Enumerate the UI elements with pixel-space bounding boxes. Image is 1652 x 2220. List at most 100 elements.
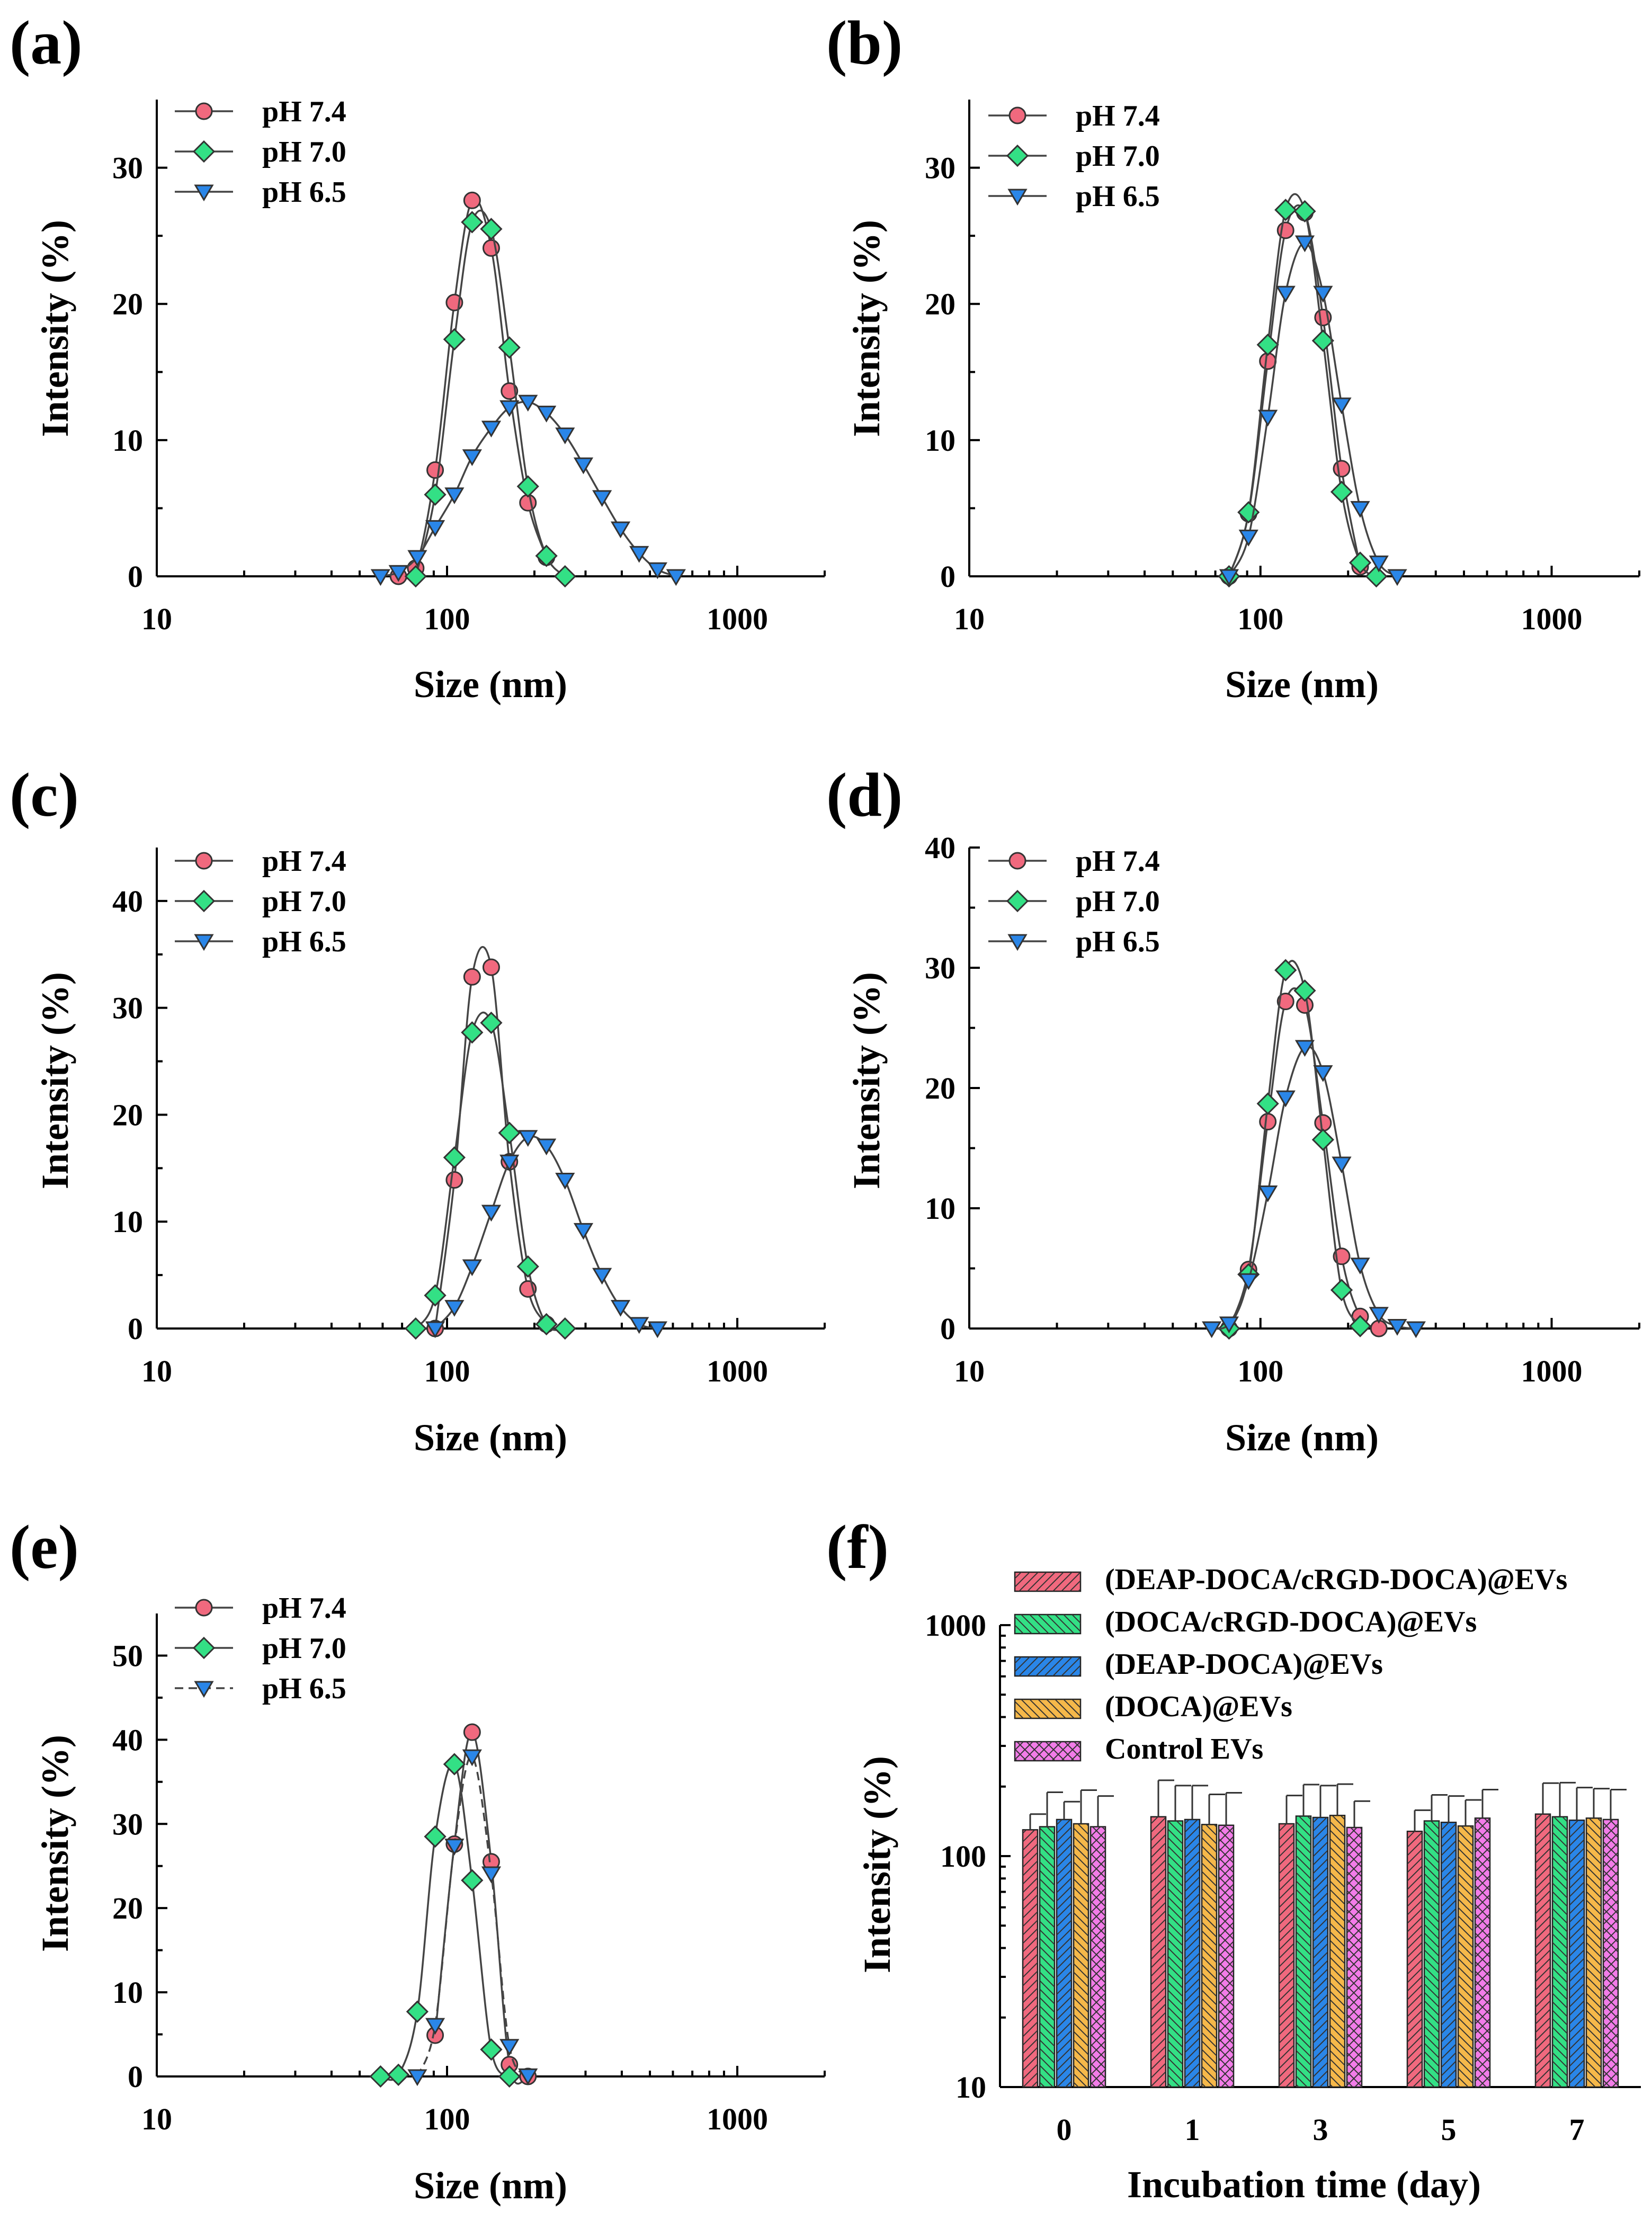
legend-item: pH 7.0	[988, 140, 1160, 173]
data-point	[388, 565, 408, 582]
legend-label: pH 6.5	[262, 925, 346, 958]
data-point	[647, 562, 668, 579]
data-point	[1238, 529, 1258, 547]
legend-item: pH 6.5	[175, 176, 346, 209]
bar-hatch	[1603, 1819, 1618, 2087]
data-point	[426, 461, 444, 479]
data-point	[498, 336, 521, 359]
series-ph-7-0	[1218, 193, 1388, 588]
y-tick-label: 30	[112, 151, 143, 185]
bar-hatch	[1347, 1827, 1362, 2087]
data-point	[463, 968, 481, 986]
panel-label: (c)	[10, 760, 79, 830]
x-tick-label: 100	[1237, 1354, 1283, 1388]
plot-area: 10 100 1000 0 10 20 30 40 pH 7.4 pH 7.0 pH 6.5	[925, 831, 1640, 1388]
data-point	[1259, 1113, 1277, 1131]
bar-hatch	[1535, 1814, 1550, 2087]
legend-label: (DOCA)@EVs	[1105, 1690, 1292, 1723]
y-axis-title: Intensity (%)	[845, 972, 888, 1189]
series-ph-7-0	[404, 209, 576, 588]
data-point	[481, 421, 502, 438]
legend-item: pH 7.4	[988, 100, 1160, 132]
bar-hatch	[1441, 1822, 1456, 2087]
bar-control-evs	[1090, 1795, 1114, 2088]
bar-deap-doca-evs	[1312, 1785, 1336, 2088]
bar-control-evs	[1346, 1800, 1370, 2088]
y-tick-label: 0	[940, 559, 956, 594]
data-point	[498, 1121, 521, 1144]
legend-item: pH 7.0	[175, 1632, 346, 1665]
x-tick-label: 10	[954, 1354, 985, 1388]
data-point	[443, 1753, 466, 1776]
legend-label: Control EVs	[1105, 1733, 1263, 1766]
y-axis-title: Intensity (%)	[34, 220, 76, 437]
x-axis-title: Size (nm)	[414, 663, 567, 706]
panel-f: (f) 10 100 1000 0 1 3 5 7 (DEAP-DOCA/cRGD-DOCA)@…	[826, 1512, 1641, 2206]
y-axis-title: Intensity (%)	[845, 220, 888, 437]
data-point	[1274, 959, 1297, 982]
data-point	[445, 1171, 463, 1189]
legend-marker	[195, 1599, 213, 1617]
bar-hatch	[1185, 1819, 1200, 2087]
x-tick-label: 1000	[1521, 602, 1583, 636]
y-tick-label: 50	[112, 1638, 143, 1673]
y-tick-label: 10	[112, 1975, 143, 2010]
data-point	[1202, 1321, 1222, 1339]
legend-label: pH 7.4	[262, 1592, 346, 1625]
data-point	[424, 1825, 447, 1848]
series-line-ph-7-0	[380, 1762, 511, 2081]
data-point	[462, 1259, 482, 1277]
y-tick-label: 10	[956, 2070, 986, 2105]
data-point	[1237, 501, 1260, 524]
series-ph-6-5	[370, 395, 686, 586]
x-tick-label: 100	[1237, 602, 1283, 636]
data-point	[424, 483, 447, 506]
bar-doca-crgd-doca-evs	[1423, 1794, 1448, 2088]
y-tick-label: 40	[112, 1723, 143, 1757]
panel-label: (a)	[10, 8, 83, 77]
legend-item: pH 7.4	[988, 845, 1160, 878]
bar-hatch	[1074, 1824, 1088, 2087]
legend-item: Control EVs	[1014, 1733, 1263, 1766]
data-point	[498, 2065, 521, 2088]
x-tick-label: 0	[1057, 2112, 1072, 2147]
data-point	[444, 1839, 465, 1856]
data-point	[480, 218, 503, 240]
legend-marker	[1006, 889, 1029, 913]
bar-doca-evs	[1457, 1799, 1481, 2088]
bar-deap-doca-crgd-doca-evs	[1406, 1809, 1431, 2088]
data-point	[425, 2018, 445, 2035]
bar-doca-evs	[1329, 1783, 1353, 2088]
data-point	[424, 1284, 447, 1307]
x-tick-label: 10	[141, 2102, 172, 2136]
legend-item: pH 7.0	[988, 885, 1160, 918]
legend-swatch-hatch	[1015, 1742, 1081, 1761]
data-point	[406, 2000, 429, 2023]
bar-doca-evs	[1073, 1789, 1097, 2088]
legend: pH 7.4 pH 7.0 pH 6.5	[175, 1592, 346, 1705]
bar-deap-doca-crgd-doca-evs	[1150, 1779, 1174, 2088]
x-axis-title: Incubation time (day)	[1127, 2163, 1481, 2206]
legend-swatch-hatch	[1015, 1572, 1081, 1591]
legend-item: (DOCA/cRGD-DOCA)@EVs	[1014, 1606, 1477, 1638]
data-point	[553, 565, 576, 588]
legend-marker	[1007, 934, 1028, 951]
data-point	[1293, 979, 1316, 1002]
legend-swatch-hatch	[1015, 1699, 1081, 1718]
legend-label: pH 7.4	[1076, 100, 1160, 132]
bar-hatch	[1586, 1818, 1601, 2087]
data-point	[461, 211, 484, 234]
legend-marker	[194, 1681, 214, 1698]
series-line-ph-7-4	[434, 1731, 529, 2085]
y-tick-label: 20	[112, 287, 143, 322]
data-point	[407, 2069, 427, 2087]
legend-marker	[195, 102, 213, 120]
y-tick-label: 20	[925, 1071, 956, 1105]
data-point	[1293, 200, 1316, 222]
bar-hatch	[1475, 1818, 1490, 2087]
legend-item: pH 7.4	[175, 95, 346, 128]
bar-deap-doca-evs	[1440, 1795, 1465, 2088]
x-tick-label: 1000	[707, 1354, 768, 1388]
bar-hatch	[1313, 1817, 1328, 2087]
